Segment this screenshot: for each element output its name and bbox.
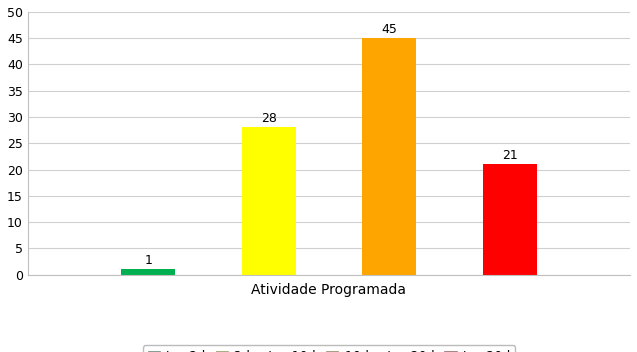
X-axis label: Atividade Programada: Atividade Programada xyxy=(252,283,406,297)
Text: 21: 21 xyxy=(502,149,517,162)
Legend: t ≤ 2d, 2d < t ≤ 10d, 10d < t ≤ 20d, t > 20d: t ≤ 2d, 2d < t ≤ 10d, 10d < t ≤ 20d, t >… xyxy=(143,345,515,352)
Bar xyxy=(362,38,416,275)
Text: 28: 28 xyxy=(261,112,276,125)
Bar xyxy=(241,127,296,275)
Text: 1: 1 xyxy=(145,254,152,267)
Bar xyxy=(121,269,175,275)
Text: 45: 45 xyxy=(381,23,397,36)
Bar xyxy=(482,164,537,275)
